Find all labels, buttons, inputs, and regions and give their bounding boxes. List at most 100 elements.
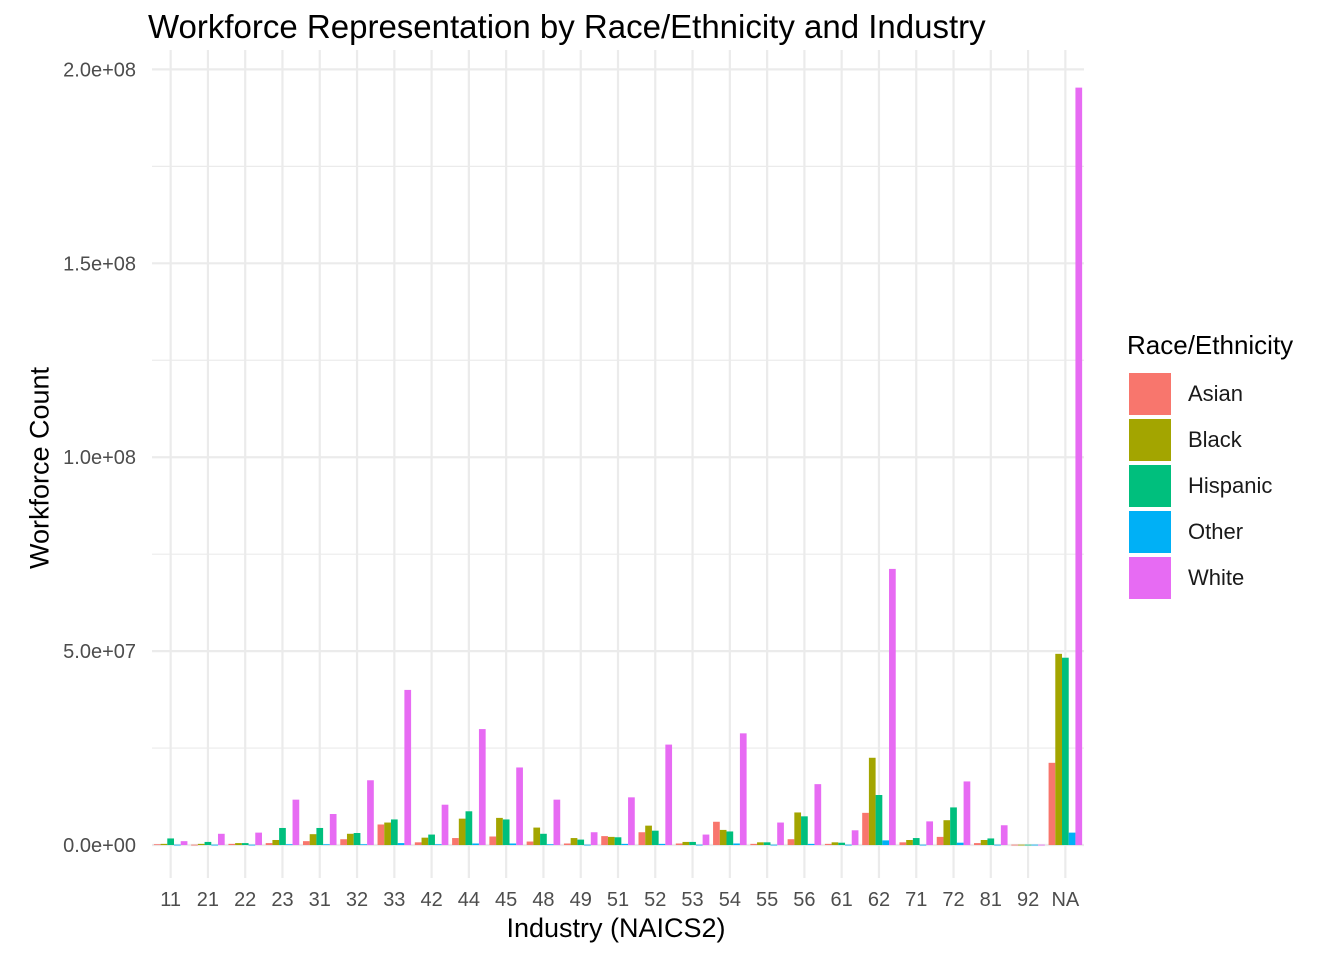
bar-asian-11 xyxy=(153,844,161,846)
x-tick-label: 92 xyxy=(1017,889,1039,911)
bar-other-52 xyxy=(658,843,666,846)
x-tick-label: 32 xyxy=(346,889,368,911)
bar-hispanic-22 xyxy=(241,843,249,846)
bar-black-31 xyxy=(309,834,317,846)
bar-black-61 xyxy=(831,842,839,846)
bar-other-56 xyxy=(807,843,815,846)
x-tick-label: 49 xyxy=(570,889,592,911)
chart-title: Workforce Representation by Race/Ethnici… xyxy=(148,8,986,45)
legend-item-other: Other xyxy=(1127,509,1293,555)
bar-hispanic-42 xyxy=(428,834,435,846)
bar-white-na xyxy=(1075,87,1083,846)
bar-black-51 xyxy=(607,836,615,846)
x-tick-label: 54 xyxy=(719,889,741,911)
bar-white-54 xyxy=(739,733,747,846)
bar-white-23 xyxy=(292,799,300,846)
bar-white-33 xyxy=(404,689,412,846)
legend-label: Black xyxy=(1188,427,1242,452)
bar-black-21 xyxy=(197,843,205,846)
bar-asian-23 xyxy=(265,843,273,846)
x-tick-label: 72 xyxy=(942,889,964,911)
x-tick-label: 52 xyxy=(644,889,666,911)
bar-white-61 xyxy=(851,830,859,846)
x-tick-label: 11 xyxy=(160,889,181,911)
bar-asian-62 xyxy=(862,812,869,846)
bar-hispanic-23 xyxy=(279,827,286,846)
legend-key xyxy=(1129,373,1171,415)
bar-asian-42 xyxy=(414,842,422,846)
x-tick-label: 45 xyxy=(495,889,517,911)
y-axis-title: Workforce Count xyxy=(24,366,55,570)
bar-white-71 xyxy=(926,821,934,846)
bar-other-45 xyxy=(509,843,517,846)
bar-white-81 xyxy=(1000,825,1008,846)
bar-black-42 xyxy=(421,837,429,846)
bar-white-31 xyxy=(329,814,337,846)
bar-hispanic-53 xyxy=(689,841,696,846)
bar-white-92 xyxy=(1038,844,1045,846)
bar-black-53 xyxy=(682,841,690,846)
bar-hispanic-31 xyxy=(316,827,324,846)
bar-black-49 xyxy=(570,838,578,846)
bar-black-72 xyxy=(943,820,951,846)
bar-white-48 xyxy=(553,799,561,846)
bar-other-61 xyxy=(845,844,852,846)
bar-hispanic-55 xyxy=(763,842,771,846)
bar-white-62 xyxy=(889,568,896,846)
bar-black-22 xyxy=(235,843,242,846)
legend-item-asian: Asian xyxy=(1127,371,1293,417)
bar-hispanic-33 xyxy=(390,819,398,846)
bar-hispanic-48 xyxy=(540,833,547,846)
bar-asian-55 xyxy=(750,843,758,846)
legend: Race/Ethnicity Asian Black Hispanic Other Wh… xyxy=(1127,330,1293,601)
x-tick-label: 51 xyxy=(607,889,629,911)
x-tick-label: 23 xyxy=(271,889,293,911)
bar-hispanic-72 xyxy=(950,807,957,846)
x-tick-label: 61 xyxy=(831,889,853,911)
bar-hispanic-51 xyxy=(614,837,622,846)
x-tick-label: 21 xyxy=(197,889,219,911)
bar-asian-na xyxy=(1048,762,1056,846)
bar-hispanic-92 xyxy=(1024,844,1032,846)
y-tick-label: 0.0e+00 xyxy=(63,835,136,857)
bar-black-48 xyxy=(533,827,541,846)
bar-hispanic-11 xyxy=(167,838,174,846)
bar-black-55 xyxy=(757,842,764,846)
bar-asian-54 xyxy=(713,821,720,846)
bar-hispanic-56 xyxy=(801,816,808,846)
bar-white-51 xyxy=(628,797,635,846)
x-tick-label: NA xyxy=(1051,889,1079,911)
bar-black-71 xyxy=(906,839,913,846)
bar-black-54 xyxy=(719,829,727,846)
bar-other-21 xyxy=(211,844,218,846)
legend-label: Hispanic xyxy=(1188,473,1273,498)
legend-key xyxy=(1129,465,1171,507)
bar-other-53 xyxy=(695,844,703,846)
bar-black-44 xyxy=(458,818,466,846)
bar-white-32 xyxy=(367,780,374,846)
bar-black-56 xyxy=(794,812,802,846)
bar-asian-48 xyxy=(526,841,534,846)
bar-asian-22 xyxy=(228,843,236,846)
bar-other-na xyxy=(1068,832,1076,846)
bar-hispanic-62 xyxy=(875,795,883,846)
bar-asian-61 xyxy=(824,843,832,846)
x-tick-label: 62 xyxy=(868,889,890,911)
bar-asian-52 xyxy=(638,832,646,846)
bar-hispanic-54 xyxy=(726,831,734,846)
bar-other-81 xyxy=(994,844,1001,846)
x-tick-label: 22 xyxy=(234,889,256,911)
bar-black-na xyxy=(1055,653,1063,846)
bar-white-44 xyxy=(478,729,486,846)
legend-key xyxy=(1129,419,1171,461)
bar-asian-21 xyxy=(191,844,198,846)
legend-key xyxy=(1129,511,1171,553)
bar-other-92 xyxy=(1031,844,1039,846)
bar-other-49 xyxy=(584,844,591,846)
bar-asian-45 xyxy=(489,836,497,846)
x-tick-label: 31 xyxy=(309,889,331,911)
bar-hispanic-61 xyxy=(838,842,846,846)
bar-white-55 xyxy=(777,822,784,846)
bar-asian-31 xyxy=(302,841,310,846)
